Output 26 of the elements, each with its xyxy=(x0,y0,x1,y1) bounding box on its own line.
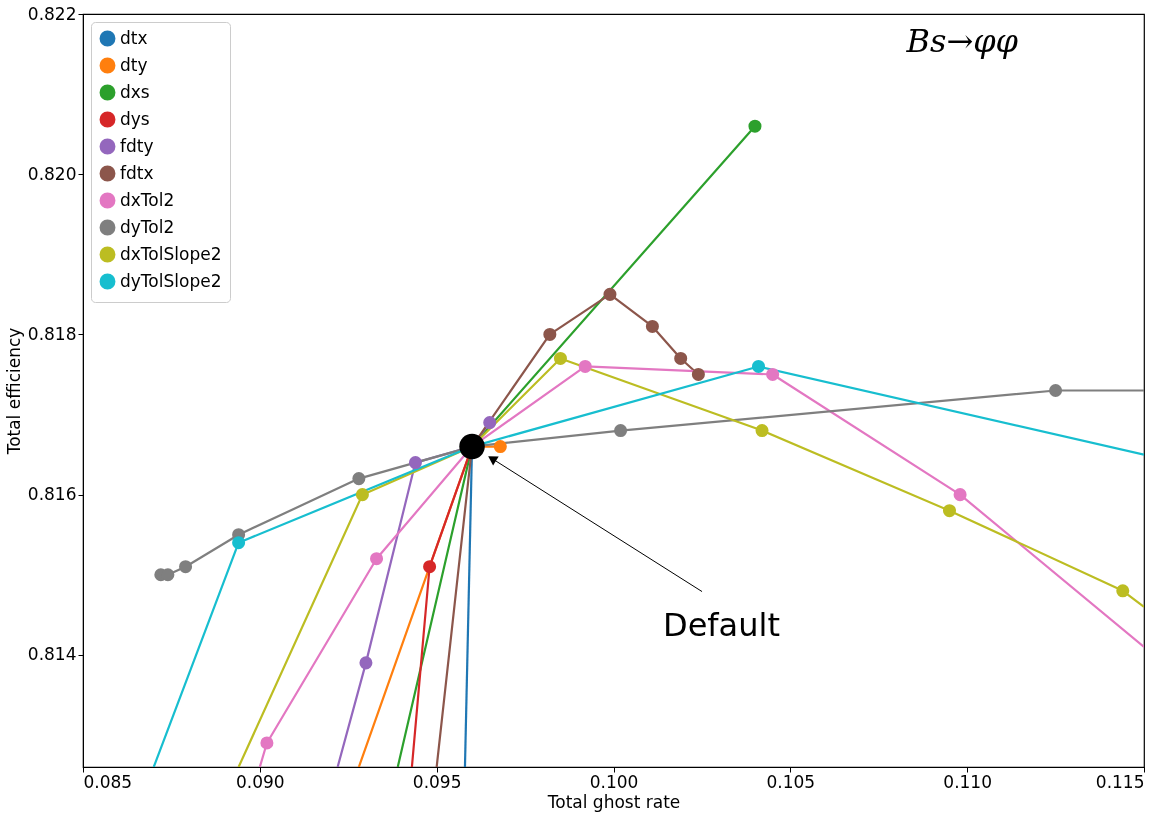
legend-label: dxTolSlope2 xyxy=(120,243,222,264)
y-axis-title: Total efficiency xyxy=(3,327,24,456)
legend-label: dty xyxy=(120,54,148,75)
annotation: Bs→φφ xyxy=(905,22,1019,60)
x-tick-label: 0.100 xyxy=(589,771,639,792)
x-tick-label: 0.115 xyxy=(1095,771,1145,792)
x-tick-label: 0.095 xyxy=(412,771,462,792)
y-tick-label: 0.820 xyxy=(27,163,77,184)
legend-label: fdty xyxy=(120,135,154,156)
x-tick-label: 0.085 xyxy=(83,771,133,792)
y-tick-label: 0.814 xyxy=(27,644,77,665)
y-tick-label: 0.822 xyxy=(27,3,77,24)
legend-label: dxTol2 xyxy=(120,189,175,210)
x-axis-title: Total ghost rate xyxy=(546,791,681,812)
y-tick-label: 0.816 xyxy=(27,484,77,505)
x-tick-label: 0.110 xyxy=(943,771,992,792)
annotation: Default xyxy=(663,606,780,644)
legend-label: dyTol2 xyxy=(120,216,175,237)
x-tick-label: 0.105 xyxy=(766,771,816,792)
legend-label: fdtx xyxy=(120,162,154,183)
legend-label: dtx xyxy=(120,27,148,48)
legend-label: dxs xyxy=(120,81,150,102)
legend-label: dys xyxy=(120,108,150,129)
y-tick-label: 0.818 xyxy=(27,323,77,344)
legend-label: dyTolSlope2 xyxy=(120,270,222,291)
x-tick-label: 0.090 xyxy=(236,771,285,792)
